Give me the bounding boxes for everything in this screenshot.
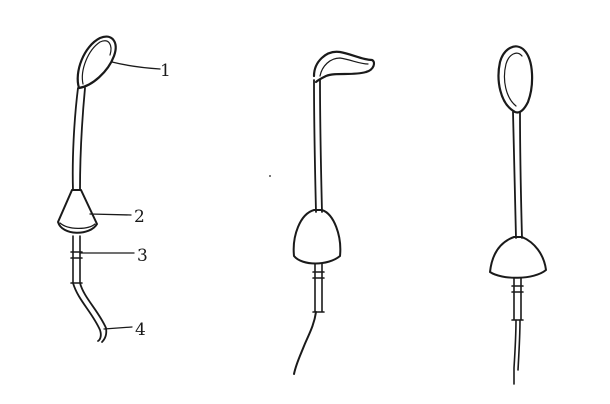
part-label-4: 4 (135, 320, 146, 340)
left-shaft (71, 87, 86, 191)
left-tail (72, 282, 108, 343)
left-loop (76, 35, 117, 90)
instrument-left (57, 35, 117, 343)
part-label-1: 1 (160, 61, 171, 81)
right-dome (489, 236, 547, 279)
right-collar (511, 277, 524, 321)
middle-bulb (292, 209, 342, 265)
leader-1 (111, 61, 161, 70)
leader-lines (79, 61, 161, 330)
instrument-right (489, 45, 547, 385)
leader-4 (103, 326, 133, 330)
instrument-middle (292, 50, 376, 375)
middle-collar (312, 263, 325, 313)
middle-loop (312, 50, 376, 84)
middle-shaft (313, 79, 323, 213)
part-label-3: 3 (137, 246, 148, 266)
leader-2 (89, 213, 132, 216)
left-cone (57, 189, 98, 234)
right-tail (513, 319, 521, 385)
right-shaft (512, 111, 523, 239)
part-label-2: 2 (134, 207, 145, 227)
right-loop (497, 45, 534, 114)
middle-tail (293, 311, 317, 375)
scan-speck (269, 175, 271, 177)
left-ferrule (70, 235, 83, 284)
